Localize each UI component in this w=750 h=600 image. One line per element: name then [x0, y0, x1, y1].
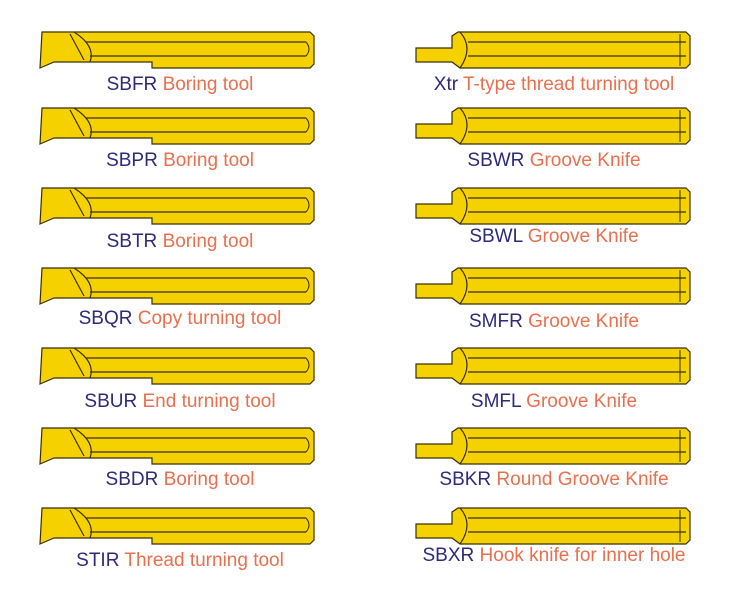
tool-name: Round Groove Knife	[496, 469, 669, 490]
tool-label: SBUR End turning tool	[84, 391, 275, 413]
tool-illustration-sbur	[34, 344, 324, 390]
tool-illustration-sbqr	[34, 264, 324, 310]
tool-label: SBQR Copy turning tool	[79, 308, 282, 330]
tool-name: Boring tool	[162, 231, 254, 252]
tool-label: SBWR Groove Knife	[467, 150, 640, 172]
tool-name: Groove Knife	[529, 150, 641, 171]
tool-label: SBTR Boring tool	[107, 231, 254, 253]
tool-illustration-smfl	[412, 344, 702, 390]
tool-illustration-sbdr	[34, 424, 324, 470]
tool-code: SBPR	[106, 150, 158, 171]
tool-code: SBFR	[106, 74, 158, 95]
tool-illustration-sbwr	[412, 104, 702, 150]
tool-code: SBDR	[105, 469, 159, 490]
tool-name: Groove Knife	[526, 391, 638, 412]
tool-label: SBKR Round Groove Knife	[439, 469, 668, 491]
tool-code: Xtr	[433, 74, 459, 95]
tool-label: SBDR Boring tool	[106, 469, 255, 491]
tool-illustration-smfr	[412, 264, 702, 310]
tool-name: Hook knife for inner hole	[479, 545, 686, 566]
tool-code: SBXR	[422, 545, 475, 566]
tool-label: SMFL Groove Knife	[471, 391, 637, 413]
tool-label: SBPR Boring tool	[106, 150, 254, 172]
tool-code: SBTR	[106, 231, 158, 252]
tool-illustration-stir	[34, 504, 324, 550]
tool-illustration-xtr	[412, 28, 702, 74]
tool-illustration-sbtr	[34, 184, 324, 230]
tool-illustration-sbpr	[34, 104, 324, 150]
tool-name: End turning tool	[142, 391, 276, 412]
tool-name: T-type thread turning tool	[462, 74, 675, 95]
tool-code: SBUR	[84, 391, 138, 412]
tool-code: SMFL	[470, 391, 521, 412]
tool-name: Boring tool	[162, 74, 254, 95]
tool-label: STIR Thread turning tool	[76, 550, 284, 572]
tool-name: Groove Knife	[527, 226, 639, 247]
tool-label: SBXR Hook knife for inner hole	[423, 545, 686, 567]
tool-code: SMFR	[468, 311, 523, 332]
tool-label: SBFR Boring tool	[107, 74, 254, 96]
tool-name: Boring tool	[163, 150, 254, 171]
tool-code: SBWL	[469, 226, 523, 247]
tool-label: SBWL Groove Knife	[469, 226, 638, 248]
tool-code: SBQR	[78, 308, 133, 329]
tool-label: SMFR Groove Knife	[469, 311, 639, 333]
tool-illustration-sbxr	[412, 504, 702, 550]
tool-illustration-sbfr	[34, 28, 324, 74]
tool-code: SBWR	[467, 150, 525, 171]
tool-name: Copy turning tool	[137, 308, 282, 329]
tool-name: Thread turning tool	[124, 550, 284, 571]
tool-illustration-sbkr	[412, 424, 702, 470]
tool-code: STIR	[76, 550, 120, 571]
tool-label: Xtr T-type thread turning tool	[434, 74, 674, 96]
tool-name: Groove Knife	[528, 311, 640, 332]
tool-code: SBKR	[439, 469, 492, 490]
tool-illustration-sbwl	[412, 184, 702, 230]
tool-name: Boring tool	[163, 469, 255, 490]
